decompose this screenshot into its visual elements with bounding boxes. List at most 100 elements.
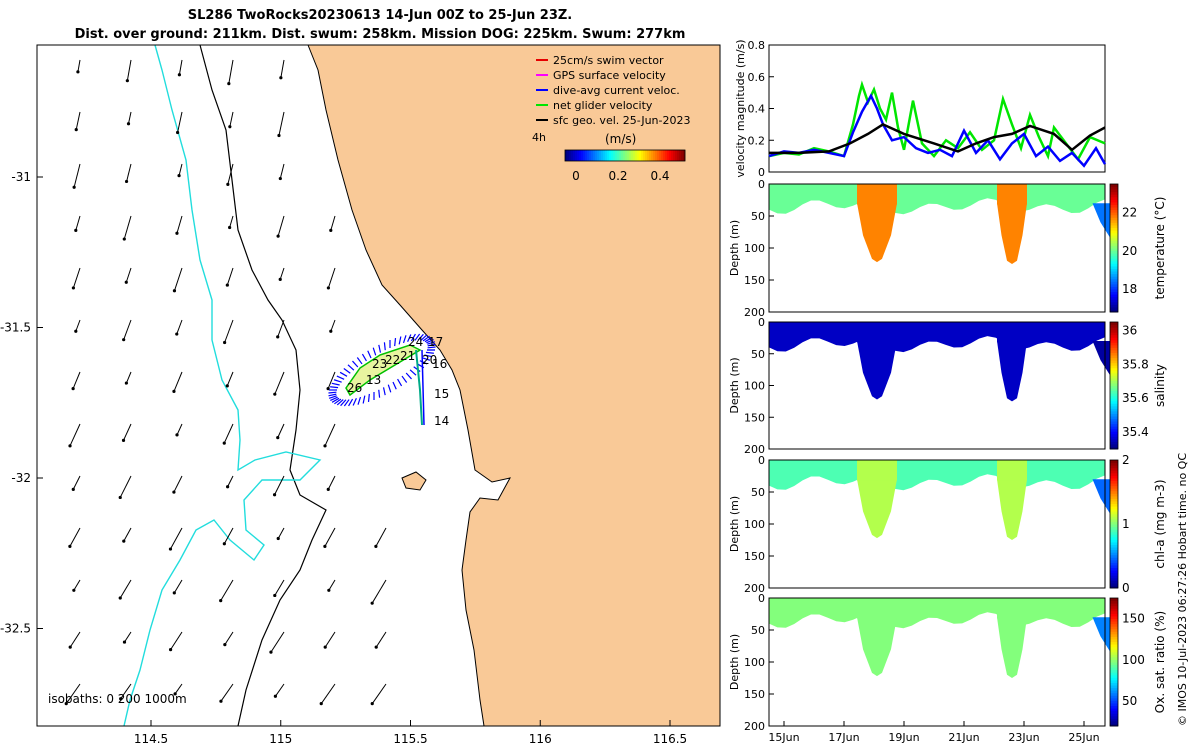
section-panel-2: 0 50 100 150 200 Depth (m) 35.4 35.6 35.8 36 salin… bbox=[728, 316, 1167, 456]
velocity-arrow-head bbox=[122, 539, 126, 543]
colorbar-cell bbox=[631, 150, 634, 161]
section-dive-top bbox=[997, 322, 1027, 343]
map-ytick-label: -32 bbox=[11, 471, 31, 485]
section-colorbar-cell bbox=[1110, 278, 1118, 282]
section-colorbar-cell bbox=[1110, 641, 1118, 645]
section-ytick-label: 150 bbox=[744, 274, 765, 287]
glider-path-loop bbox=[345, 344, 422, 397]
section-ytick-label: 100 bbox=[744, 518, 765, 531]
velocity-arrow-head bbox=[276, 536, 280, 541]
velocity-arrow bbox=[119, 475, 132, 498]
dive-current-vector bbox=[330, 396, 338, 402]
section-colorbar-cell bbox=[1110, 332, 1118, 336]
velocity-arrow-head bbox=[68, 544, 72, 549]
section-ytick-label: 100 bbox=[744, 656, 765, 669]
colorbar-cell bbox=[683, 150, 686, 161]
velocity-arrow bbox=[227, 475, 234, 487]
section-colorbar-cell bbox=[1110, 677, 1118, 681]
section-ytick-label: 150 bbox=[744, 688, 765, 701]
section-colorbar-cell bbox=[1110, 534, 1118, 538]
section-ytick-label: 50 bbox=[751, 624, 765, 637]
section-colorbar-cell bbox=[1110, 615, 1118, 619]
section-colorbar-cell bbox=[1110, 250, 1118, 254]
velocity-arrow bbox=[327, 475, 336, 490]
section-colorbar-tick: 2 bbox=[1122, 453, 1130, 467]
section-colorbar-cell bbox=[1110, 600, 1118, 604]
velocity-arrow bbox=[123, 423, 132, 441]
section-colorbar-cell bbox=[1110, 413, 1118, 417]
section-colorbar-cell bbox=[1110, 708, 1118, 712]
velocity-arrow bbox=[72, 371, 81, 389]
colorbar-cell bbox=[623, 150, 626, 161]
velocity-arrow bbox=[226, 267, 234, 286]
velocity-arrow-head bbox=[172, 289, 177, 293]
velocity-arrow bbox=[324, 423, 336, 447]
section-colorbar-label: chl-a (mg m-3) bbox=[1153, 479, 1167, 568]
section-colorbar-cell bbox=[1110, 309, 1118, 313]
velocity-arrow bbox=[277, 423, 285, 438]
velocity-arrow bbox=[123, 215, 132, 240]
section-dive-profile bbox=[857, 617, 897, 677]
velocity-arrow-head bbox=[223, 340, 227, 345]
time-tick-label: 21Jun bbox=[948, 731, 979, 744]
section-colorbar-cell bbox=[1110, 286, 1118, 290]
velocity-arrow-head bbox=[273, 392, 277, 396]
section-colorbar-cell bbox=[1110, 488, 1118, 492]
dive-current-vector bbox=[328, 395, 337, 399]
velocity-arrow-head bbox=[276, 335, 280, 339]
section-end-profile bbox=[1092, 341, 1111, 376]
section-colorbar-cell bbox=[1110, 253, 1118, 257]
section-colorbar-cell bbox=[1110, 493, 1118, 497]
colorbar-cell bbox=[595, 150, 598, 161]
colorbar-cell bbox=[653, 150, 656, 161]
isobath-200m bbox=[199, 44, 327, 727]
velocity-arrow-head bbox=[68, 444, 72, 448]
section-colorbar-cell bbox=[1110, 562, 1118, 566]
legend-label: dive-avg current veloc. bbox=[553, 84, 680, 97]
colorbar-cell bbox=[633, 150, 636, 161]
section-dive-profile bbox=[997, 203, 1027, 264]
velocity-arrow-head bbox=[278, 176, 282, 181]
colorbar-cell bbox=[593, 150, 596, 161]
colorbar-cell bbox=[591, 150, 594, 161]
colorbar-cell bbox=[619, 150, 622, 161]
section-colorbar-cell bbox=[1110, 268, 1118, 272]
velocity-arrow bbox=[127, 111, 132, 124]
section-dive-top bbox=[997, 460, 1027, 481]
section-colorbar-cell bbox=[1110, 362, 1118, 366]
velocity-ytick-label: 0.6 bbox=[748, 71, 766, 84]
section-ytick-label: 200 bbox=[744, 443, 765, 456]
velocity-series-black bbox=[769, 122, 1106, 155]
section-colorbar-cell bbox=[1110, 695, 1118, 699]
colorbar-cell bbox=[589, 150, 592, 161]
section-colorbar-label: temperature (°C) bbox=[1153, 197, 1167, 300]
dive-current-vector bbox=[414, 333, 421, 341]
section-colorbar-cell bbox=[1110, 388, 1118, 392]
velocity-arrow-head bbox=[168, 648, 173, 652]
section-ytick-label: 0 bbox=[758, 178, 765, 191]
section-colorbar-cell bbox=[1110, 306, 1118, 310]
colorbar-cell bbox=[575, 150, 578, 161]
section-colorbar-cell bbox=[1110, 659, 1118, 663]
section-colorbar-cell bbox=[1110, 299, 1118, 303]
section-colorbar-cell bbox=[1110, 705, 1118, 709]
section-colorbar-cell bbox=[1110, 324, 1118, 328]
velocity-arrow bbox=[177, 111, 183, 133]
section-colorbar-tick: 150 bbox=[1122, 612, 1145, 626]
velocity-arrow bbox=[124, 631, 132, 643]
section-colorbar-cell bbox=[1110, 209, 1118, 213]
section-colorbar-cell bbox=[1110, 654, 1118, 658]
section-colorbar-cell bbox=[1110, 426, 1118, 430]
colorbar-cell bbox=[579, 150, 582, 161]
velocity-arrow bbox=[69, 631, 81, 648]
velocity-arrow-head bbox=[168, 547, 173, 551]
colorbar-cell bbox=[635, 150, 638, 161]
section-ytick-label: 50 bbox=[751, 486, 765, 499]
section-colorbar-cell bbox=[1110, 697, 1118, 701]
dive-current-vector bbox=[367, 350, 372, 359]
velocity-arrow bbox=[176, 215, 183, 234]
dive-current-vector bbox=[422, 335, 430, 342]
velocity-arrow-head bbox=[74, 228, 78, 233]
section-colorbar-cell bbox=[1110, 199, 1118, 203]
velocity-arrow-head bbox=[225, 283, 229, 287]
